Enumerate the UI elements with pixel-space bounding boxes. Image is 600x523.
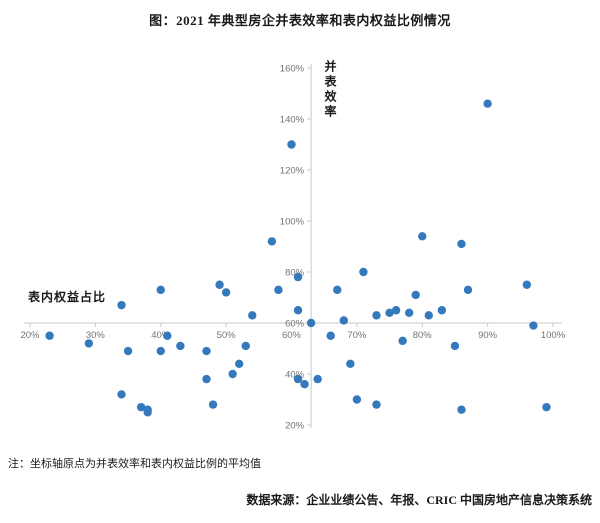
data-point — [457, 239, 466, 249]
data-point — [136, 402, 146, 412]
x-tick-label: 60% — [282, 330, 302, 341]
data-point — [450, 341, 460, 351]
data-point — [352, 395, 362, 404]
footnote: 注：坐标轴原点为并表效率和表内权益比例的平均值 — [8, 458, 261, 470]
data-point — [117, 300, 126, 310]
data-point — [326, 331, 335, 340]
y-tick-label: 100% — [280, 217, 305, 228]
y-axis-title: 并表效率 — [323, 60, 337, 120]
data-point — [248, 311, 257, 320]
data-point — [346, 359, 355, 368]
x-tick-label: 80% — [413, 330, 433, 341]
data-point — [424, 311, 433, 320]
data-point — [313, 374, 322, 384]
data-point — [437, 306, 447, 315]
data-source: 数据来源：企业业绩公告、年报、CRIC 中国房地产信息决策系统 — [246, 493, 592, 507]
data-point — [267, 237, 277, 246]
data-point — [333, 285, 342, 295]
data-point — [123, 346, 133, 356]
data-point — [293, 374, 303, 384]
data-point — [287, 140, 296, 149]
data-point — [156, 346, 165, 356]
data-point — [542, 402, 551, 412]
x-tick-label: 90% — [478, 330, 498, 341]
data-point — [457, 405, 466, 414]
x-tick-label: 30% — [86, 330, 106, 341]
data-point — [359, 267, 368, 277]
y-tick-label: 120% — [280, 166, 305, 177]
data-point — [45, 331, 54, 340]
data-point — [418, 232, 427, 241]
y-tick-label: 160% — [280, 64, 305, 75]
data-point — [372, 400, 381, 409]
data-point — [306, 318, 316, 328]
data-point — [221, 288, 231, 297]
data-point — [398, 336, 407, 346]
data-point — [385, 308, 394, 317]
x-tick-label: 70% — [347, 330, 367, 341]
y-tick-label: 60% — [285, 319, 305, 330]
data-point — [143, 405, 152, 414]
x-tick-label: 50% — [217, 330, 237, 341]
data-point — [293, 272, 303, 282]
data-point — [274, 285, 283, 295]
data-point — [84, 339, 94, 348]
data-point — [522, 280, 532, 289]
data-point — [163, 331, 172, 340]
data-point — [293, 306, 303, 315]
x-axis-title: 表内权益占比 — [28, 290, 107, 304]
data-point — [176, 341, 185, 351]
data-point — [235, 359, 244, 368]
chart-title: 图：2021 年典型房企并表效率和表内权益比例情况 — [149, 13, 451, 28]
data-point — [117, 390, 126, 399]
data-point — [215, 280, 224, 289]
data-point — [483, 99, 492, 108]
x-tick-label: 20% — [20, 330, 40, 341]
data-point — [411, 290, 420, 300]
data-point — [372, 311, 381, 320]
data-point — [463, 285, 473, 295]
data-point — [241, 341, 250, 351]
y-tick-label: 80% — [285, 268, 305, 279]
data-point — [339, 316, 348, 325]
data-point — [404, 308, 414, 317]
y-tick-label: 20% — [285, 421, 305, 432]
data-point — [208, 400, 218, 409]
data-point — [300, 380, 309, 389]
y-tick-label: 40% — [285, 370, 305, 381]
data-point — [529, 321, 538, 330]
x-tick-label: 40% — [151, 330, 171, 341]
data-point — [156, 285, 165, 295]
data-point — [202, 374, 211, 384]
x-tick-label: 100% — [541, 330, 566, 341]
data-point — [202, 346, 211, 356]
data-point — [228, 369, 237, 379]
y-tick-label: 140% — [280, 115, 305, 126]
data-point — [391, 306, 401, 315]
